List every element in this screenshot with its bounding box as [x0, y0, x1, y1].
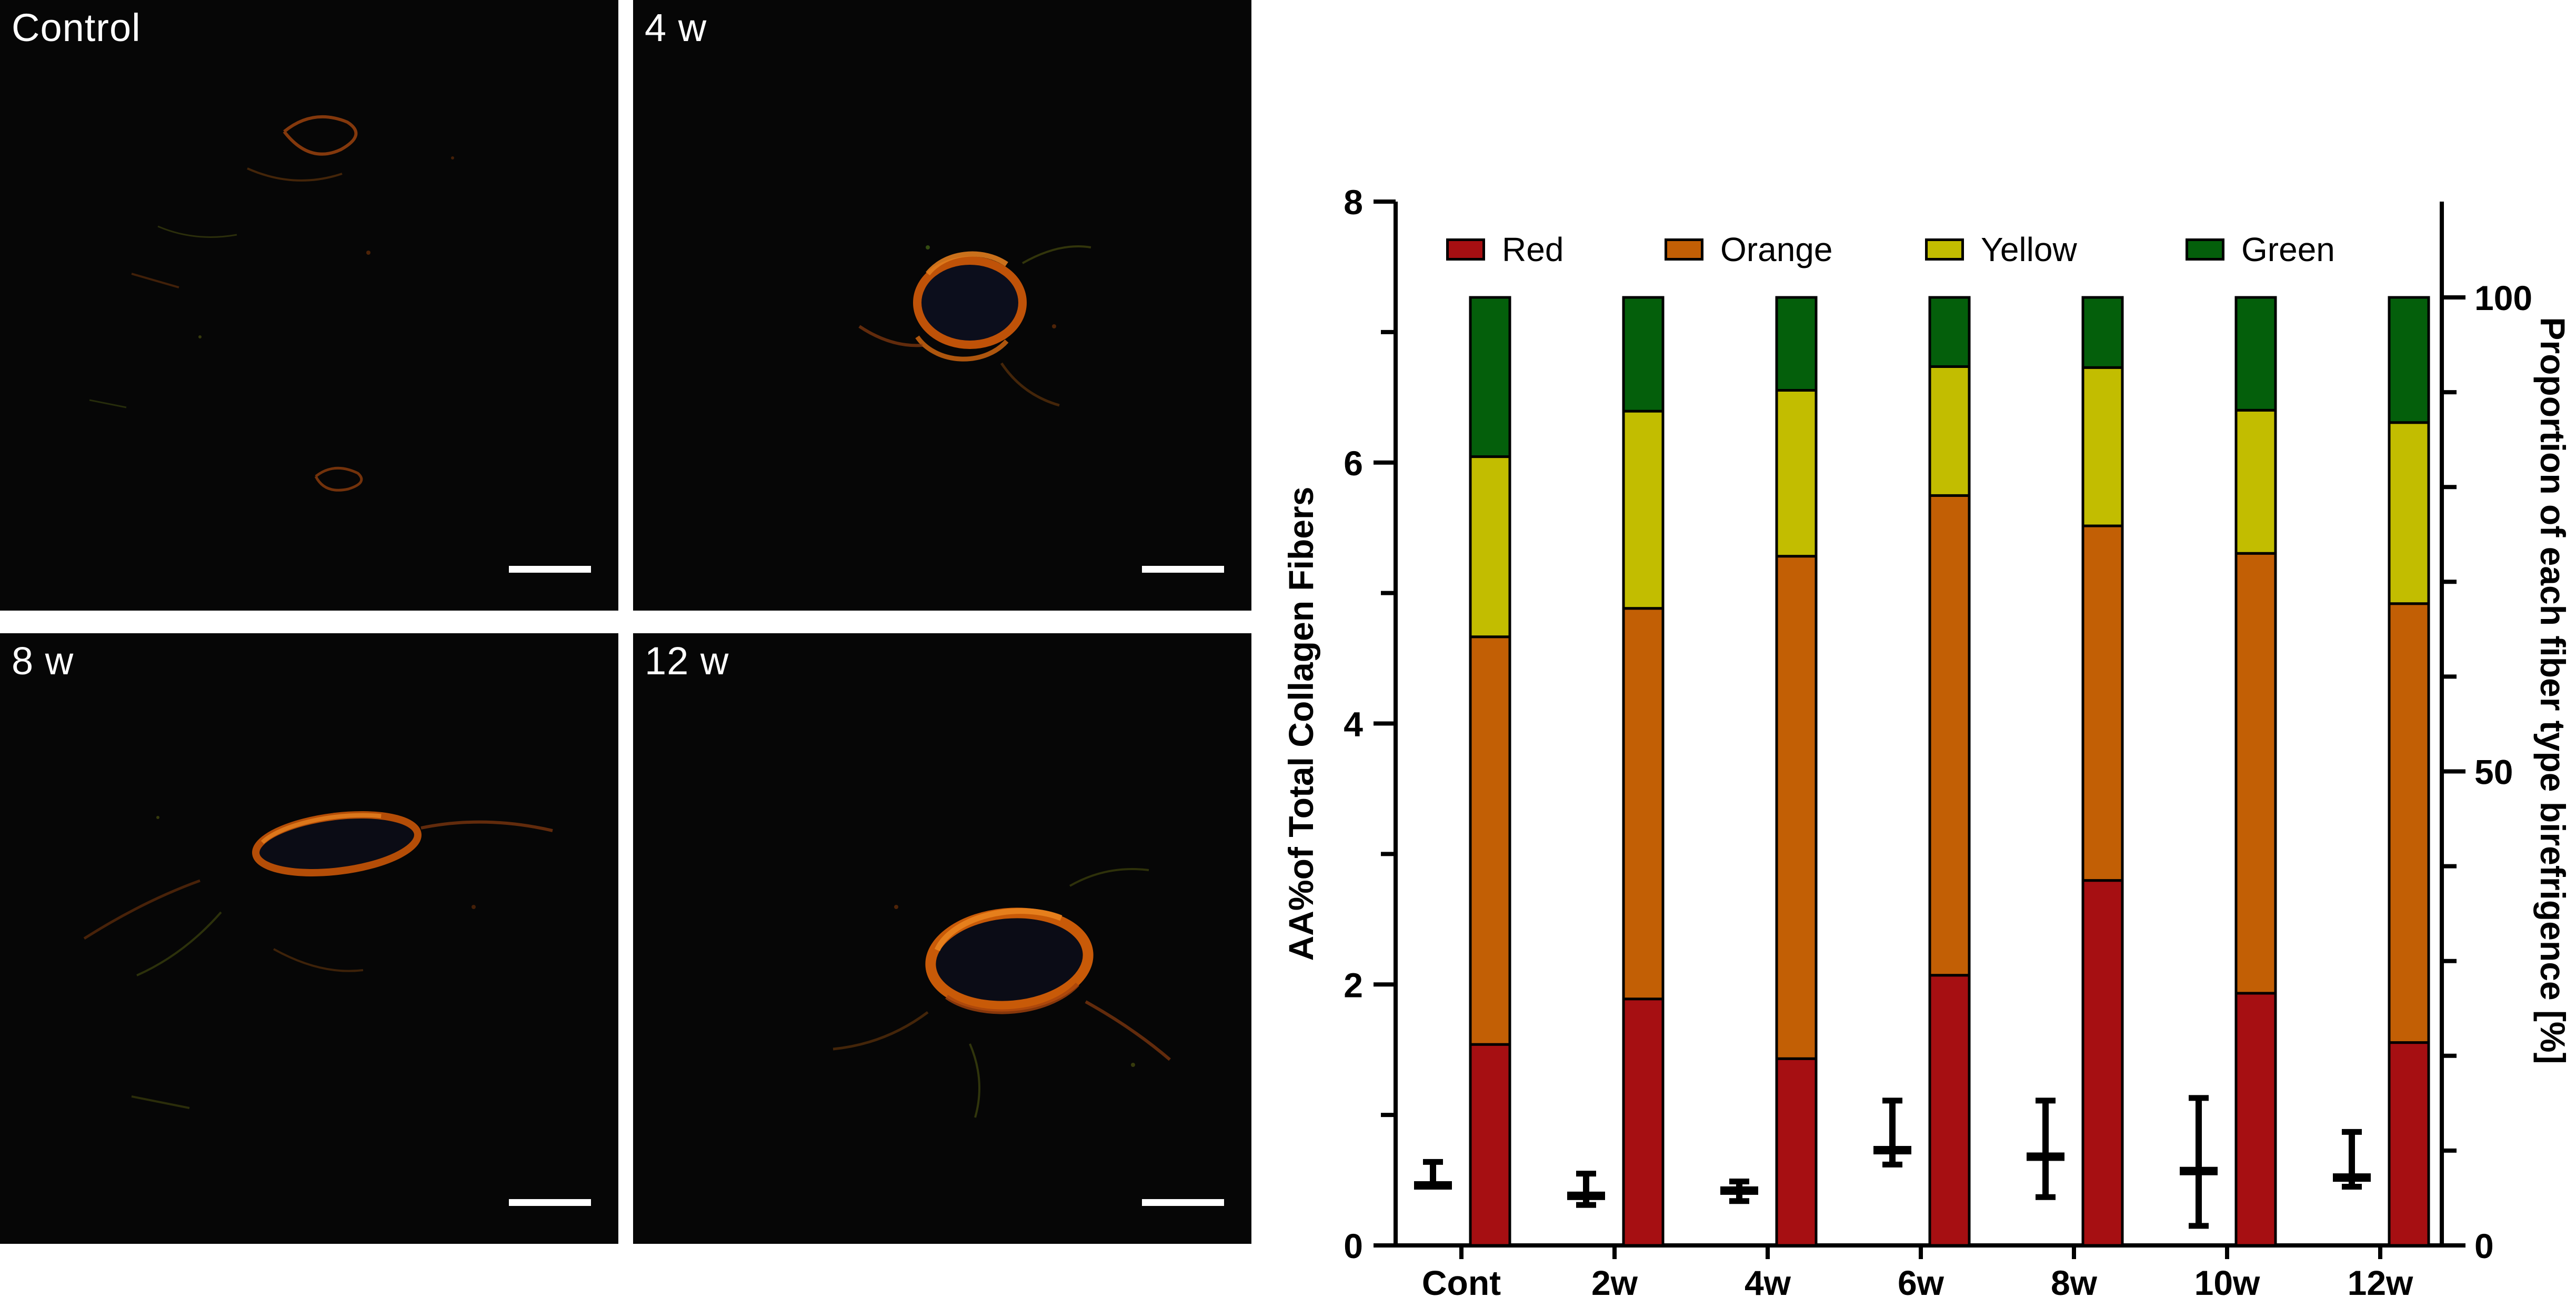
svg-text:50: 50 — [2474, 753, 2513, 792]
svg-text:4w: 4w — [1745, 1263, 1791, 1302]
legend-label-green: Green — [2241, 231, 2335, 268]
yellow-swatch-icon — [1925, 238, 1964, 261]
svg-text:10w: 10w — [2194, 1263, 2260, 1302]
micrograph-control-label: Control — [12, 6, 141, 49]
birefringence-texture-8w — [83, 811, 553, 1109]
svg-text:0: 0 — [1344, 1226, 1363, 1265]
svg-text:4: 4 — [1344, 705, 1363, 744]
micrograph-12w: 12 w — [633, 633, 1251, 1244]
micrograph-4w: 4 w — [633, 0, 1251, 611]
svg-text:Cont: Cont — [1422, 1263, 1501, 1302]
birefringence-texture-control — [89, 115, 454, 492]
micrograph-8w: 8 w — [0, 633, 618, 1244]
red-swatch-icon — [1446, 238, 1485, 261]
legend-label-yellow: Yellow — [1981, 231, 2077, 268]
birefringence-texture-4w — [858, 245, 1091, 407]
micrograph-12w-label: 12 w — [645, 639, 729, 683]
legend-item-green: Green — [2186, 231, 2335, 268]
svg-text:8w: 8w — [2051, 1263, 2098, 1302]
svg-text:2w: 2w — [1591, 1263, 1638, 1302]
svg-text:6w: 6w — [1898, 1263, 1944, 1302]
svg-text:2: 2 — [1344, 965, 1363, 1004]
legend-label-orange: Orange — [1720, 231, 1833, 268]
birefringence-texture-12w — [833, 868, 1171, 1118]
legend-item-red: Red — [1446, 231, 1564, 268]
svg-text:0: 0 — [2474, 1226, 2494, 1265]
svg-text:8: 8 — [1344, 183, 1363, 222]
scale-bar — [509, 566, 591, 573]
svg-text:12w: 12w — [2348, 1263, 2413, 1302]
green-swatch-icon — [2186, 238, 2224, 261]
right-axis-title: Proportion of each fiber type birefrigen… — [2533, 317, 2572, 1064]
svg-text:100: 100 — [2474, 278, 2532, 317]
legend-item-orange: Orange — [1665, 231, 1833, 268]
svg-text:6: 6 — [1344, 444, 1363, 483]
orange-swatch-icon — [1665, 238, 1703, 261]
scale-bar — [509, 1199, 591, 1206]
scale-bar — [1142, 566, 1224, 573]
micrograph-4w-label: 4 w — [645, 6, 707, 49]
legend-label-red: Red — [1502, 231, 1564, 268]
legend-item-yellow: Yellow — [1925, 231, 2077, 268]
micrograph-control: Control — [0, 0, 618, 611]
left-axis-title: AA%of Total Collagen Fibers — [1281, 486, 1320, 961]
micrograph-8w-label: 8 w — [12, 639, 74, 683]
scale-bar — [1142, 1199, 1224, 1206]
